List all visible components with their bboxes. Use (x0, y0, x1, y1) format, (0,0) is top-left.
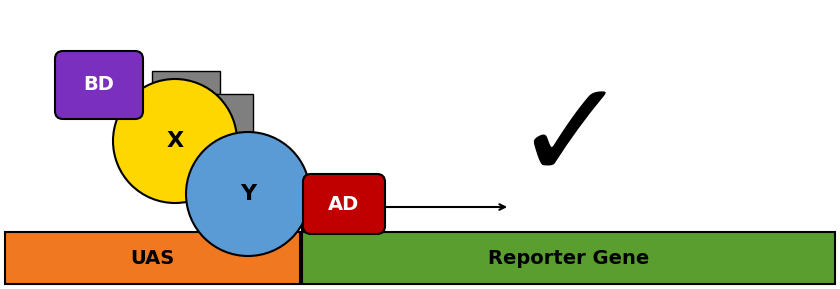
FancyBboxPatch shape (303, 174, 385, 234)
Text: AD: AD (328, 194, 360, 214)
Circle shape (186, 132, 310, 256)
Circle shape (113, 79, 237, 203)
FancyBboxPatch shape (152, 71, 220, 171)
FancyBboxPatch shape (5, 232, 300, 284)
Text: Reporter Gene: Reporter Gene (488, 249, 649, 268)
Text: ✓: ✓ (512, 73, 628, 208)
Text: Y: Y (240, 184, 256, 204)
Text: X: X (166, 131, 184, 151)
FancyBboxPatch shape (302, 232, 835, 284)
Text: UAS: UAS (130, 249, 175, 268)
FancyBboxPatch shape (55, 51, 143, 119)
Text: BD: BD (83, 75, 114, 95)
FancyBboxPatch shape (185, 94, 253, 194)
